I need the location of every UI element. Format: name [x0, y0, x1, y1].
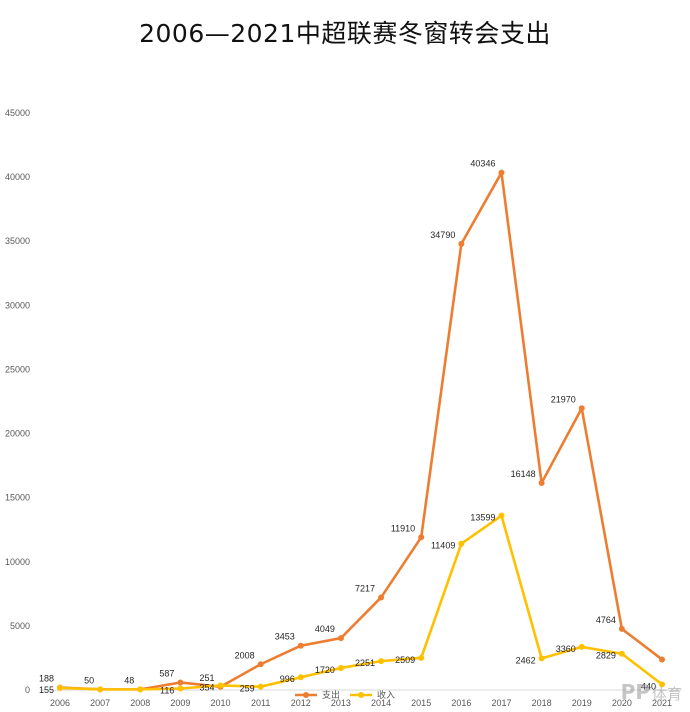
- data-label: 34790: [430, 230, 455, 240]
- chart-series: [57, 169, 665, 693]
- x-tick-label: 2021: [652, 698, 672, 708]
- data-point: [97, 686, 104, 693]
- data-point: [659, 656, 665, 663]
- y-tick-label: 45000: [5, 108, 30, 118]
- data-label: 21970: [551, 394, 576, 404]
- legend-swatch-marker: [358, 692, 364, 698]
- data-label: 251: [200, 673, 215, 683]
- data-point: [458, 540, 465, 547]
- data-label: 11409: [431, 541, 455, 551]
- chart-title: 2006—2021中超联赛冬窗转会支出: [139, 19, 551, 48]
- data-point: [618, 625, 625, 632]
- x-tick-label: 2006: [50, 698, 70, 708]
- data-point: [217, 682, 224, 689]
- x-tick-label: 2019: [572, 698, 592, 708]
- data-point: [177, 685, 184, 692]
- data-label: 188: [39, 674, 54, 684]
- data-point: [337, 664, 344, 671]
- data-point: [257, 683, 264, 690]
- data-label: 996: [280, 674, 295, 684]
- y-tick-label: 20000: [5, 429, 30, 439]
- data-label: 3453: [275, 632, 295, 642]
- data-label: 2251: [355, 658, 375, 668]
- data-point: [378, 658, 385, 665]
- chart-legend: 支出 收入: [295, 689, 395, 701]
- x-tick-label: 2016: [451, 698, 471, 708]
- data-label: 2509: [395, 655, 415, 665]
- x-tick-label: 2020: [612, 698, 632, 708]
- data-label: 50: [84, 675, 94, 685]
- y-tick-label: 25000: [5, 364, 30, 374]
- data-point: [498, 512, 505, 519]
- x-tick-label: 2010: [211, 698, 231, 708]
- data-point: [578, 643, 585, 650]
- data-label: 155: [39, 685, 54, 695]
- data-point: [57, 685, 63, 692]
- legend-swatch-marker: [303, 692, 309, 698]
- data-label: 11910: [391, 523, 415, 533]
- data-label: 7217: [355, 583, 375, 593]
- data-point: [498, 169, 505, 176]
- watermark-text: 体育: [651, 685, 682, 703]
- data-point: [418, 534, 425, 541]
- data-label: 2462: [516, 655, 536, 665]
- y-tick-label: 0: [25, 685, 30, 695]
- series-line-1: [59, 171, 663, 691]
- data-point: [659, 681, 665, 688]
- x-tick-label: 2013: [331, 698, 351, 708]
- x-tick-label: 2017: [491, 698, 511, 708]
- x-tick-label: 2007: [90, 698, 110, 708]
- data-label: 587: [159, 668, 174, 678]
- data-point: [337, 635, 344, 642]
- y-tick-label: 10000: [5, 557, 30, 567]
- data-label: 4049: [315, 624, 335, 634]
- data-point: [257, 661, 264, 668]
- data-label: 116: [160, 686, 174, 696]
- x-tick-label: 2018: [532, 698, 552, 708]
- x-tick-label: 2009: [170, 698, 190, 708]
- chart-data-labels: 188 50 48 587 251 2008 3453 4049 7217 11910 34790 4…: [39, 159, 656, 696]
- data-point: [538, 479, 545, 486]
- data-label: 13599: [470, 513, 495, 523]
- watermark: PP 体育: [621, 680, 682, 704]
- chart-axes: 0 5000 10000 15000 20000 25000 30000 35000 40000…: [5, 108, 682, 708]
- series-line-2: [59, 514, 663, 691]
- data-point: [418, 654, 425, 661]
- x-tick-label: 2014: [371, 698, 391, 708]
- y-tick-label: 35000: [5, 236, 30, 246]
- data-point: [137, 686, 144, 693]
- data-point: [458, 240, 465, 247]
- x-tick-label: 2008: [130, 698, 150, 708]
- data-label: 259: [240, 684, 255, 694]
- y-tick-label: 5000: [10, 621, 30, 631]
- data-label: 440: [641, 681, 656, 691]
- data-label: 4764: [596, 615, 616, 625]
- data-point: [378, 594, 385, 601]
- x-tick-label: 2011: [251, 698, 270, 708]
- data-label: 1720: [315, 665, 335, 675]
- x-tick-label: 2012: [291, 698, 311, 708]
- legend-label: 收入: [377, 689, 395, 701]
- y-tick-label: 40000: [5, 172, 30, 182]
- data-point: [538, 655, 545, 662]
- data-point: [297, 642, 304, 649]
- y-tick-label: 15000: [5, 493, 30, 503]
- y-tick-label: 30000: [5, 300, 30, 310]
- data-point: [297, 674, 304, 681]
- data-label: 354: [200, 682, 215, 692]
- data-label: 2008: [235, 650, 255, 660]
- data-label: 2829: [596, 651, 616, 661]
- legend-label: 支出: [322, 689, 340, 701]
- data-point: [177, 679, 184, 686]
- x-tick-label: 2015: [411, 698, 431, 708]
- data-label: 48: [124, 675, 134, 685]
- data-label: 40346: [470, 159, 495, 169]
- data-label: 16148: [511, 469, 536, 479]
- data-point: [618, 650, 625, 657]
- data-point: [578, 405, 585, 412]
- watermark-logo: PP: [620, 680, 650, 704]
- data-label: 3360: [556, 644, 576, 654]
